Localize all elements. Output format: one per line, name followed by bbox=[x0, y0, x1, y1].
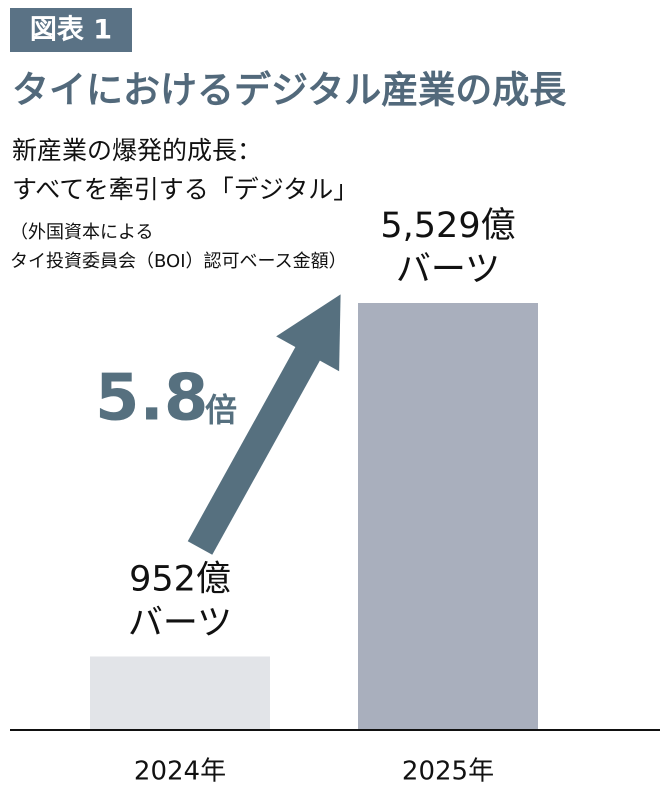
x-tick-label: 2024年 bbox=[134, 757, 226, 787]
value-label: 5,529億 bbox=[380, 206, 515, 246]
value-label: バーツ bbox=[128, 603, 232, 643]
figure-label-box bbox=[10, 8, 132, 52]
figure-label: 図表 1 bbox=[30, 15, 112, 46]
note: （外国資本による bbox=[10, 222, 153, 243]
value-label: バーツ bbox=[396, 250, 500, 290]
subtitle: すべてを牽引する「デジタル」 bbox=[12, 175, 358, 204]
annotation-number: 5.8 bbox=[95, 362, 208, 436]
x-tick-label: 2025年 bbox=[402, 757, 494, 787]
bar bbox=[358, 303, 538, 730]
arrow-head bbox=[276, 294, 341, 372]
note: タイ投資委員会（BOI）認可ベース金額） bbox=[10, 251, 347, 272]
chart-title: タイにおけるデジタル産業の成長 bbox=[12, 69, 567, 112]
value-label: 952億 bbox=[129, 559, 231, 599]
growth-arrow bbox=[187, 294, 341, 555]
subtitle: 新産業の爆発的成長： bbox=[12, 136, 262, 165]
bar bbox=[90, 656, 270, 730]
annotation-unit: 倍 bbox=[205, 391, 237, 429]
arrow-shaft bbox=[187, 344, 322, 555]
